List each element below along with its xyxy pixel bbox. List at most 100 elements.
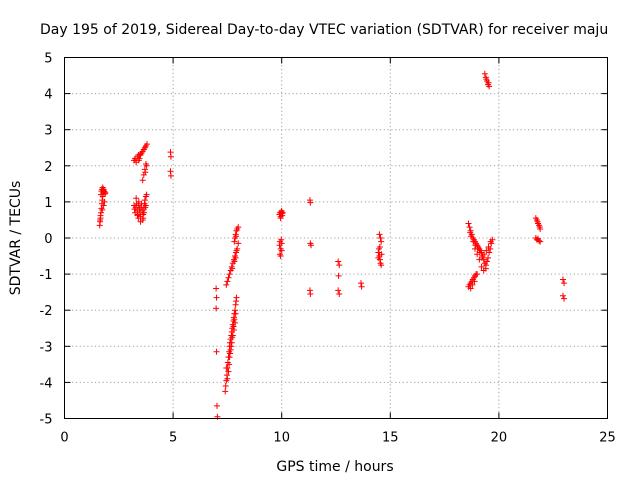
data-point: [228, 343, 235, 350]
data-point: [224, 278, 231, 285]
data-point: [465, 220, 472, 227]
data-point: [559, 292, 566, 299]
data-point: [226, 271, 233, 278]
data-point: [474, 271, 481, 278]
data-point: [100, 202, 107, 209]
x-tick-labels: 0 5 10 15 20 25: [60, 431, 615, 446]
data-point: [336, 262, 343, 269]
x-tick-label: 25: [599, 431, 616, 446]
data-point: [278, 207, 285, 214]
data-point: [139, 177, 146, 184]
data-point: [536, 237, 543, 244]
y-tick-label: -1: [40, 268, 53, 283]
data-point: [167, 153, 174, 160]
data-point: [142, 169, 149, 176]
data-point: [376, 231, 383, 238]
data-point: [278, 240, 285, 247]
data-point: [225, 274, 232, 281]
data-point: [471, 278, 478, 285]
data-point: [135, 157, 142, 164]
data-point: [232, 307, 239, 314]
data-point: [481, 251, 488, 258]
data-point: [137, 151, 144, 158]
data-point: [235, 240, 242, 247]
data-point: [474, 251, 481, 258]
data-point: [476, 256, 483, 263]
data-point: [213, 305, 220, 312]
y-tick-label: 4: [44, 88, 52, 103]
plot-frame: [64, 57, 608, 419]
data-point: [335, 258, 342, 265]
y-tick-label: -5: [40, 413, 53, 428]
data-point: [223, 364, 230, 371]
data-point: [536, 224, 543, 231]
data-point: [487, 238, 494, 245]
data-point: [378, 251, 385, 258]
data-point: [561, 280, 568, 287]
data-point: [537, 238, 544, 245]
data-point: [378, 238, 385, 245]
y-tick-label: 5: [44, 52, 52, 67]
x-tick-label: 10: [273, 431, 290, 446]
y-tick-label: -3: [40, 340, 53, 355]
data-point: [213, 402, 220, 409]
data-point: [468, 233, 475, 240]
data-point: [307, 199, 314, 206]
data-point: [213, 348, 220, 355]
y-tick-label: 3: [44, 124, 52, 139]
ticks: [64, 57, 608, 419]
data-point: [135, 215, 142, 222]
data-point: [308, 242, 315, 249]
y-tick-label: 0: [44, 232, 52, 247]
data-point: [561, 295, 568, 302]
data-point: [375, 249, 382, 256]
data-point: [307, 290, 314, 297]
data-point: [167, 172, 174, 179]
data-point: [277, 215, 284, 222]
x-tick-label: 5: [169, 431, 177, 446]
data-point: [483, 76, 490, 83]
data-point: [378, 262, 385, 269]
data-point: [141, 197, 148, 204]
data-point: [478, 263, 485, 270]
data-point: [101, 198, 108, 205]
data-point: [222, 383, 229, 390]
x-tick-label: 0: [60, 431, 68, 446]
data-point: [481, 70, 488, 77]
data-point: [213, 294, 220, 301]
data-point: [335, 272, 342, 279]
data-point: [97, 218, 104, 225]
data-points: [96, 70, 568, 420]
data-point: [143, 162, 150, 169]
data-point: [466, 224, 473, 231]
data-point: [485, 244, 492, 251]
data-point: [222, 388, 229, 395]
data-point: [232, 319, 239, 326]
data-point: [335, 287, 342, 294]
data-point: [144, 141, 151, 148]
data-point: [142, 202, 149, 209]
y-tick-label: 2: [44, 160, 52, 175]
data-point: [232, 310, 239, 317]
x-axis-label: GPS time / hours: [276, 459, 393, 475]
data-point: [482, 265, 489, 272]
data-point: [143, 191, 150, 198]
data-point: [358, 283, 365, 290]
data-point: [235, 224, 242, 231]
data-point: [231, 238, 238, 245]
data-point: [225, 368, 232, 375]
data-point: [231, 258, 238, 265]
data-point: [102, 189, 109, 196]
data-point: [336, 290, 343, 297]
data-point: [472, 245, 479, 252]
data-point: [226, 361, 233, 368]
data-point: [233, 247, 240, 254]
data-point: [376, 244, 383, 251]
x-tick-label: 20: [491, 431, 508, 446]
y-tick-label: 1: [44, 196, 52, 211]
data-point: [97, 191, 104, 198]
y-tick-label: -4: [40, 376, 53, 391]
data-point: [277, 253, 284, 260]
data-point: [231, 316, 238, 323]
